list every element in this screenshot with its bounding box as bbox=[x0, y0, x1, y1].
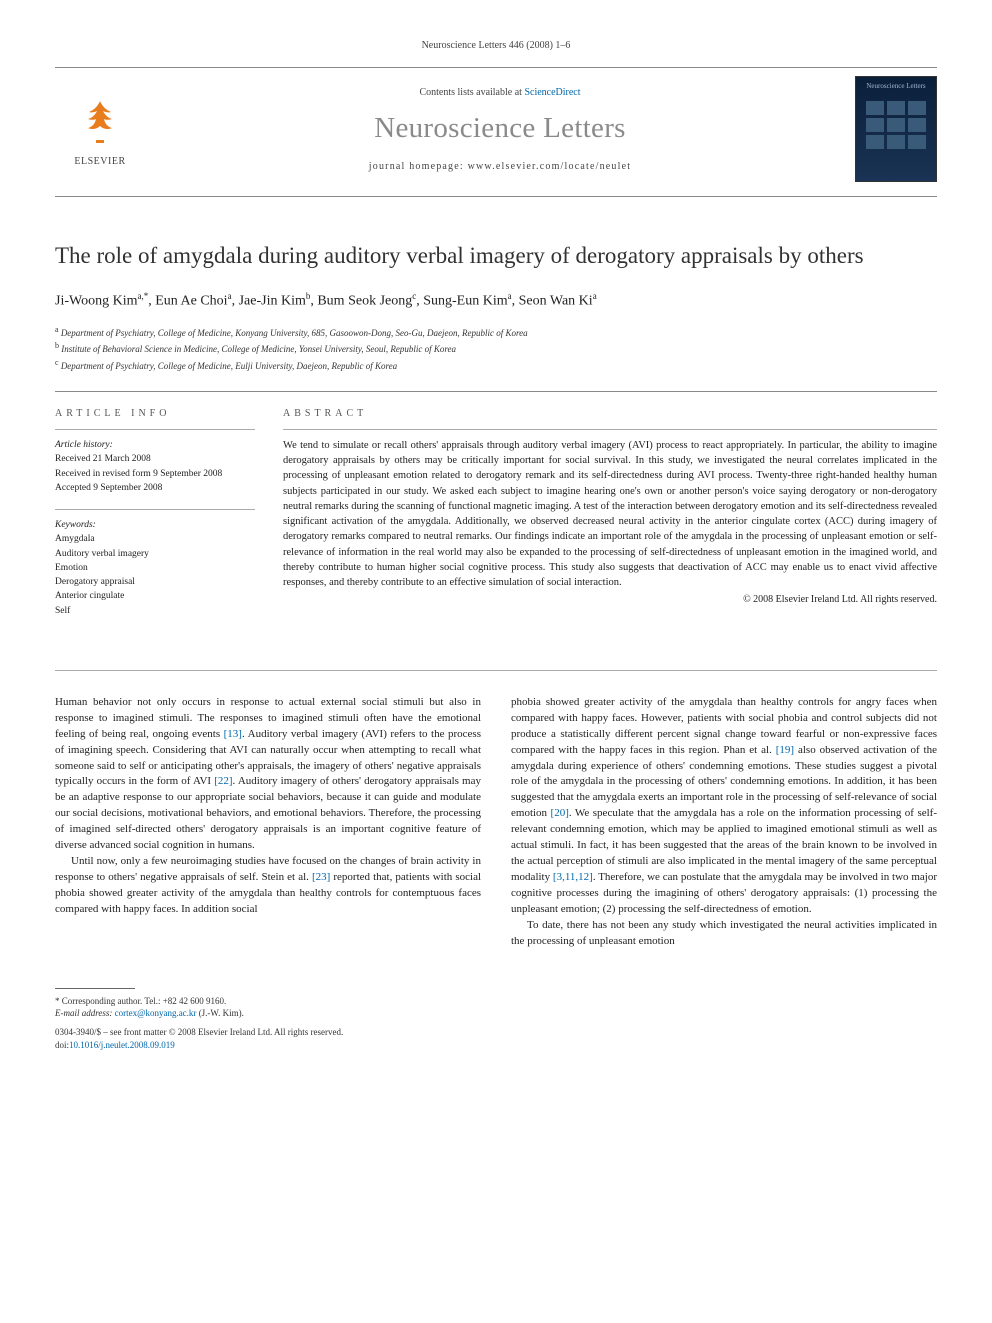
info-abstract-row: article info Article history: Received 2… bbox=[55, 391, 937, 632]
doi-line: doi:10.1016/j.neulet.2008.09.019 bbox=[55, 1039, 937, 1052]
contents-prefix: Contents lists available at bbox=[419, 87, 524, 98]
affiliation-line: b Institute of Behavioral Science in Med… bbox=[55, 340, 937, 357]
keywords-label: Keywords: bbox=[55, 518, 255, 532]
journal-homepage: journal homepage: www.elsevier.com/locat… bbox=[145, 161, 855, 172]
citation-link[interactable]: [23] bbox=[312, 871, 330, 883]
running-head: Neuroscience Letters 446 (2008) 1–6 bbox=[55, 40, 937, 51]
body-columns: Human behavior not only occurs in respon… bbox=[55, 670, 937, 950]
citation-link[interactable]: [13] bbox=[224, 728, 242, 740]
cover-thumb bbox=[887, 135, 905, 149]
title-block: The role of amygdala during auditory ver… bbox=[55, 241, 937, 373]
publisher-label: ELSEVIER bbox=[74, 156, 125, 167]
citation-link[interactable]: [20] bbox=[551, 807, 569, 819]
body-paragraph: Until now, only a few neuroimaging studi… bbox=[55, 854, 481, 918]
history-label: Article history: bbox=[55, 438, 255, 452]
article-history: Article history: Received 21 March 2008R… bbox=[55, 429, 255, 495]
journal-name: Neuroscience Letters bbox=[145, 112, 855, 145]
masthead: ELSEVIER Contents lists available at Sci… bbox=[55, 67, 937, 197]
cover-thumb bbox=[866, 101, 884, 115]
journal-cover-thumbnail: Neuroscience Letters bbox=[855, 76, 937, 182]
cover-thumb bbox=[866, 118, 884, 132]
history-line: Accepted 9 September 2008 bbox=[55, 481, 255, 495]
body-column-right: phobia showed greater activity of the am… bbox=[511, 695, 937, 950]
publisher-logo-block: ELSEVIER bbox=[55, 91, 145, 167]
history-line: Received 21 March 2008 bbox=[55, 452, 255, 466]
contents-line: Contents lists available at ScienceDirec… bbox=[145, 87, 855, 98]
keyword: Amygdala bbox=[55, 532, 255, 546]
abstract-text: We tend to simulate or recall others' ap… bbox=[283, 429, 937, 590]
article-info-column: article info Article history: Received 2… bbox=[55, 408, 255, 632]
corresponding-author: * Corresponding author. Tel.: +82 42 600… bbox=[55, 995, 937, 1020]
author-list: Ji-Woong Kima,*, Eun Ae Choia, Jae-Jin K… bbox=[55, 291, 937, 310]
affiliation-line: c Department of Psychiatry, College of M… bbox=[55, 357, 937, 374]
body-paragraph: phobia showed greater activity of the am… bbox=[511, 695, 937, 918]
affiliations: a Department of Psychiatry, College of M… bbox=[55, 324, 937, 374]
corresponding-tel: * Corresponding author. Tel.: +82 42 600… bbox=[55, 995, 937, 1008]
keyword: Self bbox=[55, 604, 255, 618]
elsevier-logo bbox=[69, 91, 131, 153]
cover-thumb bbox=[908, 118, 926, 132]
cover-thumb bbox=[887, 101, 905, 115]
page-footer: * Corresponding author. Tel.: +82 42 600… bbox=[55, 978, 937, 1051]
sciencedirect-link[interactable]: ScienceDirect bbox=[524, 87, 580, 98]
cover-title: Neuroscience Letters bbox=[866, 83, 925, 91]
keyword: Derogatory appraisal bbox=[55, 575, 255, 589]
email-link[interactable]: cortex@konyang.ac.kr bbox=[115, 1008, 197, 1018]
keyword: Emotion bbox=[55, 561, 255, 575]
keyword: Anterior cingulate bbox=[55, 589, 255, 603]
affiliation-line: a Department of Psychiatry, College of M… bbox=[55, 324, 937, 341]
keywords-block: Keywords: AmygdalaAuditory verbal imager… bbox=[55, 509, 255, 618]
keyword: Auditory verbal imagery bbox=[55, 547, 255, 561]
abstract-copyright: © 2008 Elsevier Ireland Ltd. All rights … bbox=[283, 594, 937, 605]
citation-link[interactable]: [3,11,12] bbox=[553, 871, 593, 883]
elsevier-tree-icon bbox=[76, 98, 124, 146]
abstract-column: abstract We tend to simulate or recall o… bbox=[283, 408, 937, 632]
masthead-center: Contents lists available at ScienceDirec… bbox=[145, 87, 855, 172]
history-line: Received in revised form 9 September 200… bbox=[55, 467, 255, 481]
corresponding-email: E-mail address: cortex@konyang.ac.kr (J.… bbox=[55, 1007, 937, 1020]
body-column-left: Human behavior not only occurs in respon… bbox=[55, 695, 481, 950]
body-paragraph: To date, there has not been any study wh… bbox=[511, 918, 937, 950]
issn-line: 0304-3940/$ – see front matter © 2008 El… bbox=[55, 1026, 937, 1039]
article-title: The role of amygdala during auditory ver… bbox=[55, 241, 937, 271]
citation-link[interactable]: [22] bbox=[214, 775, 232, 787]
doi-link[interactable]: 10.1016/j.neulet.2008.09.019 bbox=[69, 1040, 175, 1050]
cover-thumb bbox=[866, 135, 884, 149]
citation-link[interactable]: [19] bbox=[776, 744, 794, 756]
article-info-header: article info bbox=[55, 408, 255, 419]
cover-thumb bbox=[908, 101, 926, 115]
cover-thumb bbox=[887, 118, 905, 132]
body-paragraph: Human behavior not only occurs in respon… bbox=[55, 695, 481, 854]
cover-thumb bbox=[908, 135, 926, 149]
abstract-header: abstract bbox=[283, 408, 937, 419]
